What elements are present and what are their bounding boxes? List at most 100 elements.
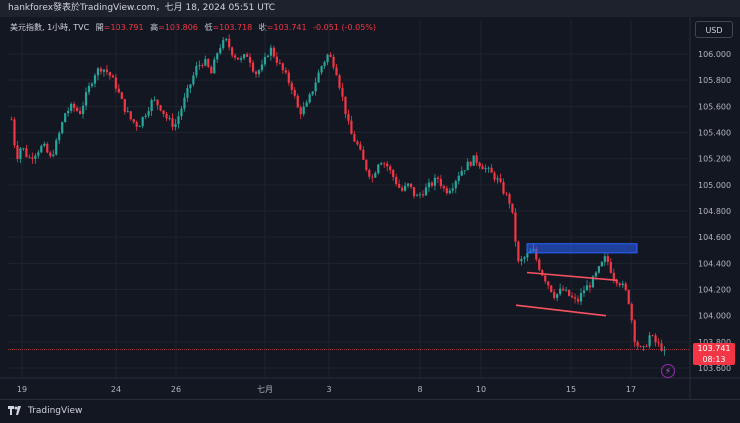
candle-body [290,82,293,90]
candle-body [538,259,541,271]
candle-body [67,110,70,114]
candle-body [356,141,359,145]
price-axis-label: 105.800 [698,76,731,85]
price-axis-label: 104.000 [698,312,731,321]
candle-body [487,167,490,169]
bar-countdown: 08:13 [702,355,726,364]
candle-body [556,293,559,299]
candle-body [639,346,642,348]
candle-body [597,266,601,273]
candle-body [64,113,67,123]
candle-body [645,346,648,347]
candle-body [49,152,52,157]
candle-body [263,56,267,65]
candle-body [257,70,261,75]
candle-body [541,270,544,276]
candle-body [43,143,46,146]
candle-body [454,180,457,189]
candle-body [278,62,281,64]
symbol-title: 美元指數, 1小時, TVC [10,23,90,32]
candle-body [386,163,389,167]
candle-body [415,195,419,197]
time-axis-label: 17 [626,385,636,394]
candle-body [171,118,174,127]
upper-trendline[interactable] [526,271,618,282]
currency-button[interactable]: USD [695,21,733,38]
candle-body [213,59,216,74]
candle-body [317,72,320,83]
candle-body [547,281,550,286]
candle-body [582,290,586,294]
candle-body [329,54,332,57]
last-price-tag: 103.741 08:13 [693,343,735,365]
candle-body [248,56,252,63]
candle-body [260,64,264,71]
candle-body [305,102,308,107]
candle-body [651,335,654,337]
candle-body [320,66,323,73]
candle-body [472,155,475,166]
candle-body [442,186,445,189]
candle-body [469,161,472,166]
candle-body [591,276,595,288]
footer: TradingView [0,399,740,423]
candle-body [544,275,547,282]
price-chart[interactable]: 106.000 105.800 105.600 105.400 105.200 105.0… [0,0,740,400]
candle-body [588,285,592,288]
price-axis-label: 104.600 [698,233,731,242]
candle-body [132,119,135,123]
candle-body [514,212,517,242]
candle-body [338,75,341,88]
candle-body [81,105,85,114]
lightning-icon[interactable]: ⚡ [661,364,675,378]
candle-body [70,103,73,111]
candle-body [332,56,335,68]
high-value: =103.806 [158,23,198,32]
candle-body [624,283,627,291]
price-axis-label: 103.600 [698,364,731,373]
candle-body [630,303,633,321]
candle-body [138,126,141,127]
candle-body [559,288,562,294]
candle-body [377,164,380,174]
candle-body [281,63,284,71]
candle-body [219,48,222,54]
candle-body [141,116,144,127]
candle-body [466,161,469,171]
tradingview-logo[interactable]: TradingView [8,406,82,416]
candle-body [96,68,100,76]
candle-body [618,283,621,286]
candle-body [627,290,630,304]
candle-body [615,279,618,284]
candle-body [153,99,156,101]
candle-body [245,54,249,57]
candle-body [25,148,28,157]
candle-body [180,108,183,117]
candle-body [275,56,278,63]
candle-body [210,66,213,74]
candle-body [350,120,353,135]
candle-body [406,183,410,186]
candle-body [114,77,117,89]
price-axis-label: 105.000 [698,181,731,190]
resistance-zone-box[interactable] [526,243,638,254]
time-axis-label: 24 [111,385,121,394]
candle-body [368,169,371,177]
low-value: =103.718 [212,23,253,32]
symbol-legend: 美元指數, 1小時, TVC 開=103.791 高=103.806 低=103… [10,22,376,33]
candle-body [383,163,386,165]
candle-body [642,346,645,347]
candle-body [120,92,123,100]
candle-body [28,156,31,158]
candle-body [490,167,493,173]
candle-body [40,145,43,153]
candle-body [403,185,407,191]
candle-body [502,182,505,194]
candle-body [284,70,287,73]
price-axis-label: 106.000 [698,50,731,59]
price-axis-label: 105.600 [698,102,731,111]
candle-body [239,58,243,60]
candle-body [37,152,40,156]
candle-body [484,168,487,170]
lower-trendline[interactable] [515,304,607,317]
